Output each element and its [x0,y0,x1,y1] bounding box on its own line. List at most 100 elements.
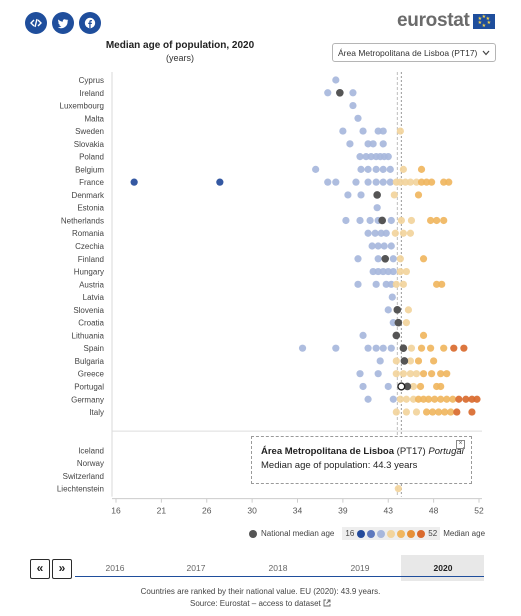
country-label: Poland [79,153,104,162]
region-dot [357,191,365,199]
facebook-button[interactable] [79,12,101,34]
region-dot [377,229,385,237]
country-label: Austria [79,280,104,289]
year-timeline[interactable]: 2016 2017 2018 2019 2020 [75,555,484,581]
region-dot [419,331,428,339]
legend-swatch-5 [397,529,406,538]
eu-flag-icon: ★ ★ ★ ★ ★ ★ [472,13,495,29]
region-dot [324,89,332,97]
region-dot [401,178,409,186]
region-dot [417,344,426,352]
region-dot [396,127,404,135]
region-dot [379,127,387,135]
region-dot [364,165,372,173]
dot-plot-chart: 16 21 26 30 34 39 43 48 52 Cyprus Ireland Luxembour… [57,72,484,516]
region-dot [473,395,481,403]
region-dot [376,357,384,365]
country-label: Czechia [75,242,104,251]
region-dot [396,178,404,186]
x-tick-label: 30 [247,506,257,516]
region-dot [392,280,400,288]
country-label: Netherlands [61,216,104,225]
region-dot [368,242,376,250]
country-label: Croatia [78,319,104,328]
timeline-year[interactable]: 2017 [186,563,206,573]
country-label: Switzerland [63,472,104,481]
region-dot [354,255,362,263]
region-dot [389,267,397,276]
country-label: Denmark [72,191,105,200]
region-dot [440,344,448,352]
region-dot [438,280,446,288]
region-dot [356,216,364,225]
embed-button[interactable] [25,12,47,34]
region-dot [399,165,407,173]
timeline-year-selected[interactable]: 2020 [433,563,453,573]
eurostat-logo[interactable]: eurostat ★ ★ ★ ★ ★ ★ [397,10,495,32]
legend-swatch-6 [407,529,416,538]
region-dot [382,229,390,237]
national-median-dot [392,331,401,340]
region-select[interactable]: Área Metropolitana de Lisboa (PT17) [332,43,496,62]
region-dot [416,382,425,391]
region-dot [359,382,367,391]
region-dot [435,408,443,416]
region-dot [374,127,382,135]
region-dot [419,395,428,403]
timeline-year[interactable]: 2018 [268,563,288,573]
region-dot [431,395,439,403]
external-link-icon [323,599,331,607]
country-label: Bulgaria [75,357,105,366]
twitter-button[interactable] [52,12,74,34]
region-dot [396,395,404,403]
country-label: Spain [84,344,104,353]
region-dot [374,267,382,276]
x-tick-label: 26 [202,506,212,516]
country-label: Belgium [75,165,104,174]
region-dot [324,178,332,186]
region-dot [379,267,387,276]
legend: National median age 16 52 Median age [248,527,485,540]
region-dot [359,331,367,339]
region-dot [332,76,340,84]
country-label: Latvia [83,293,105,302]
source-link[interactable]: Source: Eurostat – access to dataset [0,599,521,608]
region-dot [397,216,405,225]
region-dot [402,319,410,327]
region-dot [430,357,438,365]
timeline-year[interactable]: 2016 [105,563,125,573]
x-tick-label: 21 [157,506,167,516]
region-dot [379,178,387,186]
region-dot [344,191,352,199]
source-text: Source: Eurostat – access to dataset [190,599,321,608]
region-dot [422,178,431,186]
region-dot [364,344,372,352]
region-dot [406,178,415,186]
national-median-dot [378,216,387,225]
region-dot [419,255,428,263]
logo-text: eurostat [397,10,470,31]
region-dot [349,101,357,110]
region-dot [342,216,350,225]
next-year-button[interactable]: » [52,559,72,579]
timeline-year[interactable]: 2019 [350,563,370,573]
legend-national-label: National median age [261,529,335,538]
region-dot [428,370,436,378]
country-label: Finland [78,255,104,264]
region-dot [384,267,392,276]
close-icon[interactable]: × [456,440,465,449]
region-dot [352,178,360,186]
region-dot [433,216,441,225]
region-dot [372,165,380,173]
region-dot [447,408,455,416]
country-label: Germany [71,395,104,404]
region-dot [362,153,370,161]
region-dot [374,255,382,263]
national-median-dot [399,344,408,352]
region-dot [422,408,431,416]
country-label: Estonia [77,204,104,213]
previous-year-button[interactable]: « [30,559,50,579]
region-dot [373,204,381,212]
tooltip-region-code: (PT17) [396,446,426,457]
country-label: Sweden [75,127,104,136]
